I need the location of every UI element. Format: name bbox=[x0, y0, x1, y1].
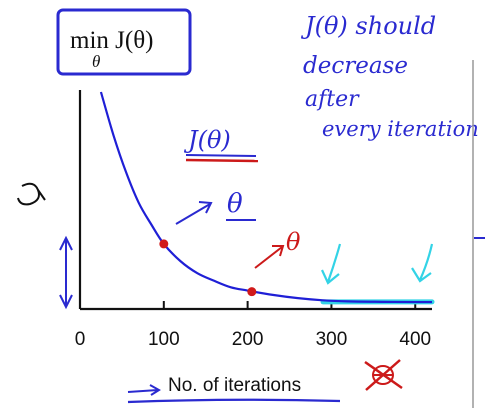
xlabel-arrow-icon bbox=[127, 384, 161, 396]
x-ticks: 0 100 200 300 400 bbox=[75, 301, 431, 350]
note-line-1: J(θ) should bbox=[300, 12, 436, 40]
theta-annotation-1: θ bbox=[175, 189, 256, 225]
x-tick-label: 100 bbox=[148, 329, 180, 350]
handwritten-note: J(θ) should decrease after every iterati… bbox=[300, 12, 479, 141]
x-tick-label: 400 bbox=[399, 329, 431, 350]
x-tick-label: 300 bbox=[316, 329, 348, 350]
theta-annotation-2: θ bbox=[254, 228, 301, 269]
note-line-3: after bbox=[305, 87, 360, 112]
curve-label-underline-blue bbox=[185, 154, 257, 157]
iteration-point bbox=[159, 239, 169, 249]
x-tick-label: 200 bbox=[232, 329, 264, 350]
curve-label-group: J(θ) bbox=[183, 126, 259, 163]
iteration-markers bbox=[159, 239, 257, 297]
title-group: min J(θ) θ bbox=[56, 8, 192, 76]
y-double-arrow-icon bbox=[59, 235, 73, 310]
cyan-arrows bbox=[321, 243, 434, 285]
xlabel-underline bbox=[127, 398, 341, 404]
curve-label: J(θ) bbox=[183, 126, 231, 154]
y-axis-range-marker bbox=[59, 235, 73, 310]
cyan-arrow-right-icon bbox=[411, 243, 434, 283]
cost-curve-line bbox=[99, 91, 433, 304]
chart-title: min J(θ) bbox=[70, 27, 154, 54]
theta-label-2: θ bbox=[286, 228, 301, 256]
iteration-point bbox=[247, 287, 257, 297]
theta-arrow-1-icon bbox=[175, 201, 213, 225]
title-box bbox=[56, 8, 192, 76]
cyan-arrow-left-icon bbox=[321, 243, 342, 285]
theta-label-1: θ bbox=[227, 189, 243, 219]
note-line-2: decrease bbox=[303, 53, 408, 79]
x-axis-label-group: No. of iterations bbox=[127, 375, 341, 404]
theta-arrow-2-icon bbox=[254, 245, 285, 269]
note-line-4: every iteration bbox=[322, 117, 479, 141]
chart-title-sub: θ bbox=[92, 52, 100, 71]
crossed-theta-icon bbox=[364, 359, 403, 391]
x-tick-label: 0 bbox=[75, 329, 86, 350]
x-axis-label: No. of iterations bbox=[168, 375, 301, 396]
y-axis-scribble-icon bbox=[17, 182, 46, 206]
curve-label-underline-red bbox=[185, 158, 259, 163]
